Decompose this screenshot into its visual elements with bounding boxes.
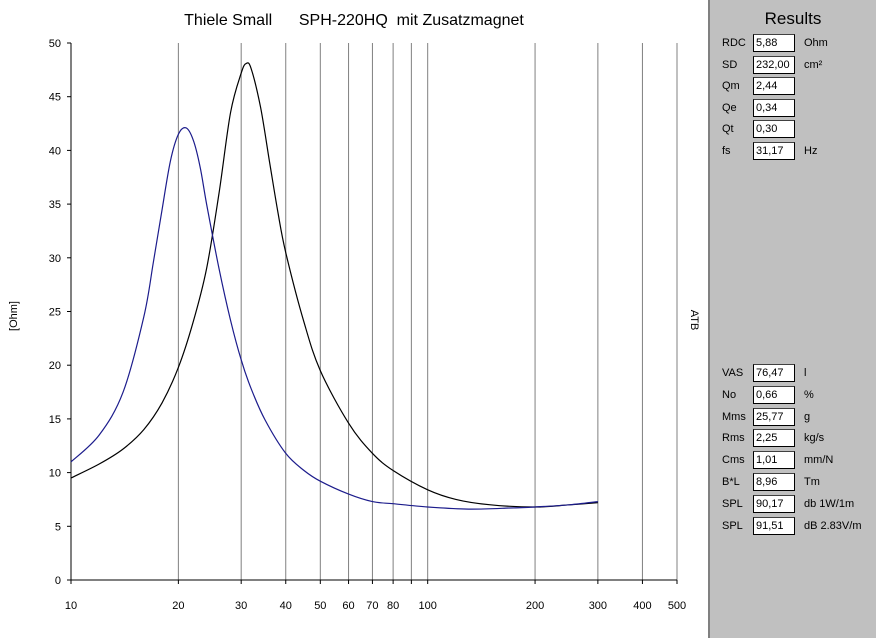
result-extra-label: Rms: [722, 432, 745, 445]
result-extra-value-field[interactable]: 90,17: [753, 494, 795, 513]
result-extra-label: Cms: [722, 454, 745, 467]
x-tick-label-0: 10: [65, 600, 77, 612]
x-tick-label-1: 20: [172, 600, 184, 612]
y-tick-label-5: 25: [49, 307, 61, 319]
result-extra-row-2: Mms 25,77 g: [722, 407, 872, 426]
result-extra-value-field[interactable]: 91,51: [753, 516, 795, 535]
result-row-4: Qt 0,30: [722, 120, 872, 138]
result-extra-label: SPL: [722, 497, 743, 510]
result-row-2: Qm 2,44: [722, 77, 872, 95]
result-extra-value-field[interactable]: 8,96: [753, 473, 795, 491]
result-row-5: fs 31,17 Hz: [722, 141, 872, 160]
result-extra-row-0: VAS 76,47 l: [722, 364, 872, 382]
impedance-chart: 0 5 10 15 20 25 30 35 40 45 50 10 20 30 40 50 60 70 80 100 2…: [49, 38, 686, 612]
y-tick-label-0: 0: [55, 575, 61, 587]
result-label: SD: [722, 58, 738, 71]
result-value-field[interactable]: 0,34: [753, 98, 795, 117]
result-extra-row-5: B*L 8,96 Tm: [722, 473, 872, 491]
result-label: fs: [722, 144, 731, 157]
x-tick-label-11: 300: [589, 600, 607, 612]
result-unit: Ohm: [804, 37, 828, 49]
result-extra-value-field[interactable]: 76,47: [753, 364, 795, 382]
y-tick-label-7: 35: [49, 199, 61, 211]
x-tick-label-2: 30: [235, 600, 247, 612]
x-tick-label-7: 80: [387, 600, 399, 612]
result-extra-unit: kg/s: [804, 432, 825, 445]
result-extra-label: VAS: [722, 367, 744, 379]
x-tick-label-10: 200: [526, 600, 544, 612]
result-row-3: Qe 0,34: [722, 98, 872, 117]
result-label: Qt: [722, 123, 734, 135]
result-value-field[interactable]: 232,00: [753, 55, 795, 74]
result-value-field[interactable]: 5,88: [753, 34, 795, 52]
result-label: RDC: [722, 37, 746, 49]
result-extra-label: B*L: [722, 476, 740, 488]
result-value-field[interactable]: 0,30: [753, 120, 795, 138]
result-extra-unit: dB 2.83V/m: [804, 519, 862, 532]
x-tick-label-12: 400: [633, 600, 651, 612]
x-tick-label-3: 40: [280, 600, 292, 612]
x-tick-label-6: 70: [366, 600, 378, 612]
x-tick-label-5: 60: [342, 600, 354, 612]
result-extra-unit: mm/N: [804, 454, 834, 467]
result-extra-value-field[interactable]: 0,66: [753, 385, 795, 404]
y-tick-label-1: 5: [55, 521, 61, 533]
result-value-field[interactable]: 31,17: [753, 141, 795, 160]
result-extra-unit: l: [804, 367, 807, 379]
y-tick-label-9: 45: [49, 92, 61, 104]
y-tick-label-2: 10: [49, 468, 61, 480]
result-extra-value-field[interactable]: 2,25: [753, 429, 795, 448]
chart-area: Thiele Small SPH-220HQ mit Zusatzmagnet …: [8, 12, 700, 612]
series-line-1: [70, 127, 598, 510]
result-extra-unit: db 1W/1m: [804, 497, 855, 510]
result-row-0: RDC 5,88 Ohm: [722, 34, 872, 52]
result-value-field[interactable]: 2,44: [753, 77, 795, 95]
result-extra-label: No: [722, 388, 737, 401]
result-extra-label: Mms: [722, 410, 746, 423]
x-tick-label-9: 100: [419, 600, 437, 612]
result-extra-value-field[interactable]: 25,77: [753, 407, 795, 426]
y-tick-label-10: 50: [49, 38, 61, 50]
result-extra-row-1: No 0,66%: [722, 385, 872, 404]
result-extra-unit: g: [804, 410, 811, 423]
y-tick-label-8: 40: [49, 145, 61, 157]
result-extra-row-7: SPL 91,51 dB 2.83V/m: [722, 516, 872, 535]
result-extra-value-field[interactable]: 1,01: [753, 451, 795, 470]
result-extra-row-3: Rms 2,25 kg/s: [722, 429, 872, 448]
x-tick-label-4: 50: [314, 600, 326, 612]
result-extra-label: SPL: [722, 519, 743, 532]
results-panel: Results RDC 5,88 Ohm SD 232,00 cm² Qm 2,44 Qe 0,3…: [708, 0, 876, 638]
result-label: Qe: [722, 101, 737, 114]
result-extra-unit: Tm: [804, 476, 820, 488]
results-title: Results: [764, 9, 822, 28]
y-tick-label-6: 30: [49, 253, 61, 265]
y-tick-label-3: 15: [49, 414, 61, 426]
result-row-1: SD 232,00 cm²: [722, 55, 872, 74]
result-unit: cm²: [804, 58, 823, 71]
y-tick-label-4: 20: [49, 360, 61, 372]
result-label: Qm: [722, 80, 740, 92]
chart-title: Thiele Small SPH-220HQ mit Zusatzmagnet: [184, 12, 524, 29]
result-unit: Hz: [804, 144, 818, 157]
x-tick-label-13: 500: [668, 600, 686, 612]
result-extra-row-4: Cms 1,01 mm/N: [722, 451, 872, 470]
result-extra-row-6: SPL 90,17 db 1W/1m: [722, 494, 872, 513]
series-line-0: [70, 62, 598, 508]
result-extra-unit: %: [804, 388, 814, 401]
